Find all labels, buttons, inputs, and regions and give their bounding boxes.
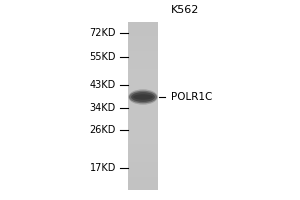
Text: 17KD: 17KD (90, 163, 116, 173)
Text: K562: K562 (171, 5, 199, 15)
Text: 72KD: 72KD (89, 28, 116, 38)
Text: 43KD: 43KD (90, 80, 116, 90)
Text: 34KD: 34KD (90, 103, 116, 113)
Text: 55KD: 55KD (89, 52, 116, 62)
Bar (128, 22, 158, 190)
Ellipse shape (129, 91, 157, 103)
Text: POLR1C: POLR1C (171, 92, 212, 102)
Text: 26KD: 26KD (90, 125, 116, 135)
Ellipse shape (131, 92, 155, 102)
Ellipse shape (133, 94, 153, 100)
Ellipse shape (128, 89, 158, 105)
